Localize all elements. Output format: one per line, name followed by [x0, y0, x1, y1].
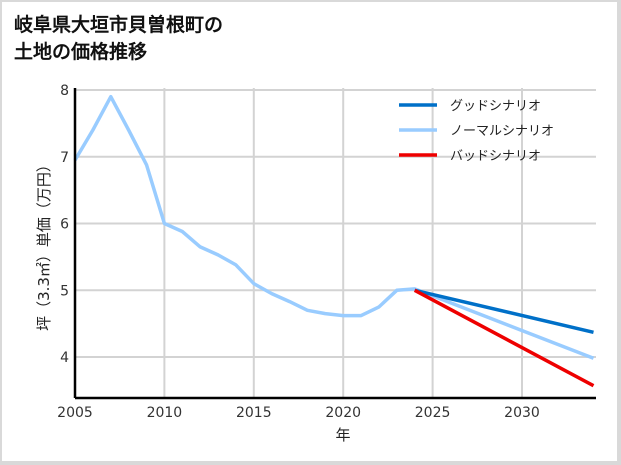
y-tick-label: 5: [60, 283, 69, 299]
chart-title: 岐阜県大垣市貝曽根町の 土地の価格推移: [14, 12, 223, 66]
y-tick-label: 7: [60, 150, 69, 166]
legend-label-1: ノーマルシナリオ: [450, 124, 554, 139]
grid-lines: [74, 88, 596, 398]
data-lines: [73, 94, 595, 388]
series-line-0: [414, 288, 594, 335]
y-tick-label: 8: [60, 83, 69, 99]
y-axis-label: 坪（3.3㎡）単価（万円）: [35, 157, 53, 331]
x-tick-label: 2020: [325, 405, 361, 421]
axes: [73, 88, 596, 400]
y-tick-label: 4: [60, 350, 69, 366]
x-tick-label: 2010: [147, 405, 183, 421]
x-tick-label: 2015: [236, 405, 272, 421]
legend-label-2: バッドシナリオ: [450, 149, 541, 164]
tick-labels: 2005 2010 2015 2020 2025 2030 4 5 6 7 8: [57, 83, 540, 421]
y-tick-label: 6: [60, 217, 69, 233]
chart-title-line1: 岐阜県大垣市貝曽根町の: [14, 14, 224, 36]
x-tick-label: 2025: [415, 405, 451, 421]
chart-frame: 岐阜県大垣市貝曽根町の 土地の価格推移: [2, 2, 617, 461]
x-tick-label: 2030: [504, 405, 540, 421]
series-line-1: [73, 94, 595, 360]
legend-label-0: グッドシナリオ: [450, 99, 541, 114]
x-axis-label: 年: [335, 426, 350, 444]
series-line-2: [413, 288, 595, 388]
chart-title-line2: 土地の価格推移: [14, 41, 148, 63]
x-tick-label: 2005: [57, 405, 93, 421]
